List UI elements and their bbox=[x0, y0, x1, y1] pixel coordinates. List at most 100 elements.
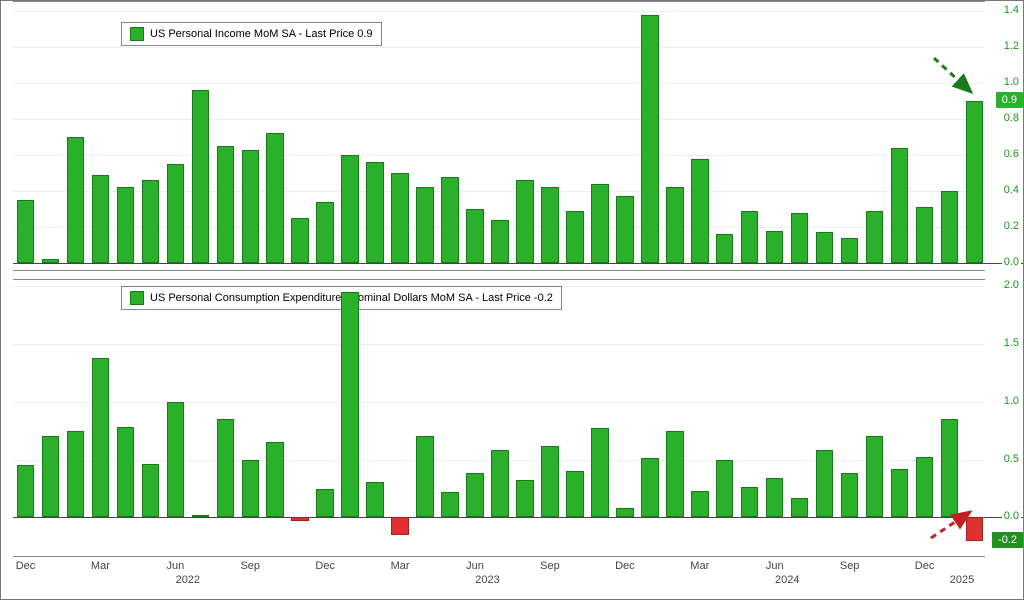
bar bbox=[891, 469, 908, 518]
x-axis: DecMarJunSepDecMarJunSepDecMarJunSepDec2… bbox=[13, 560, 985, 600]
bar bbox=[366, 482, 383, 518]
bar bbox=[92, 175, 109, 263]
bar bbox=[841, 238, 858, 263]
income-legend: US Personal Income MoM SA - Last Price 0… bbox=[121, 22, 382, 46]
x-tick-month: Dec bbox=[16, 560, 36, 572]
bar bbox=[791, 498, 808, 518]
bar bbox=[866, 211, 883, 263]
bar bbox=[891, 148, 908, 263]
bar bbox=[266, 133, 283, 263]
bar bbox=[916, 457, 933, 517]
income-panel: US Personal Income MoM SA - Last Price 0… bbox=[1, 1, 1023, 271]
bar bbox=[242, 150, 259, 263]
bar bbox=[266, 442, 283, 517]
legend-swatch-icon bbox=[130, 27, 144, 41]
bar bbox=[491, 220, 508, 263]
gridline bbox=[13, 119, 985, 120]
x-tick-month: Mar bbox=[690, 560, 709, 572]
bar bbox=[666, 431, 683, 518]
bar bbox=[591, 184, 608, 263]
bar bbox=[941, 419, 958, 517]
bar bbox=[316, 489, 333, 518]
bar bbox=[516, 480, 533, 517]
x-tick-month: Sep bbox=[240, 560, 260, 572]
bar bbox=[391, 517, 408, 534]
y-tick-label: 0.0 bbox=[1002, 510, 1021, 522]
chart-container: US Personal Income MoM SA - Last Price 0… bbox=[0, 0, 1024, 600]
y-tick-label: 0.0 bbox=[1002, 256, 1021, 268]
x-tick-month: Dec bbox=[915, 560, 935, 572]
bar bbox=[566, 471, 583, 517]
bar bbox=[841, 473, 858, 517]
bar bbox=[691, 159, 708, 263]
bar bbox=[541, 446, 558, 518]
bar bbox=[666, 187, 683, 263]
y-tick-label: 1.0 bbox=[1002, 76, 1021, 88]
bar bbox=[142, 180, 159, 263]
bar bbox=[766, 478, 783, 517]
bar bbox=[691, 491, 708, 518]
bar bbox=[42, 436, 59, 517]
bar bbox=[441, 177, 458, 263]
last-value-marker: -0.2 bbox=[992, 532, 1023, 548]
bar bbox=[466, 473, 483, 517]
legend-swatch-icon bbox=[130, 291, 144, 305]
gridline bbox=[13, 286, 985, 287]
x-tick-month: Dec bbox=[615, 560, 635, 572]
bar bbox=[516, 180, 533, 263]
bar bbox=[741, 487, 758, 517]
bar bbox=[966, 517, 983, 540]
bar bbox=[242, 460, 259, 518]
y-tick-label: 1.0 bbox=[1002, 395, 1021, 407]
y-tick-label: 0.5 bbox=[1002, 453, 1021, 465]
bar bbox=[616, 508, 633, 517]
bar bbox=[291, 517, 308, 520]
bar bbox=[466, 209, 483, 263]
y-tick-label: 0.2 bbox=[1002, 220, 1021, 232]
bar bbox=[142, 464, 159, 517]
y-tick-label: 0.4 bbox=[1002, 184, 1021, 196]
bar bbox=[741, 211, 758, 263]
gridline bbox=[13, 83, 985, 84]
pce-plot-area: US Personal Consumption Expenditures Nom… bbox=[13, 279, 985, 557]
bar bbox=[791, 213, 808, 263]
bar bbox=[616, 196, 633, 263]
y-tick-label: 1.4 bbox=[1002, 4, 1021, 16]
x-tick-year: 2022 bbox=[176, 574, 200, 586]
y-tick-label: 2.0 bbox=[1002, 279, 1021, 291]
y-tick-label: 0.6 bbox=[1002, 148, 1021, 160]
bar bbox=[341, 292, 358, 518]
bar bbox=[566, 211, 583, 263]
x-tick-year: 2023 bbox=[475, 574, 499, 586]
gridline bbox=[13, 11, 985, 12]
y-tick-label: 0.8 bbox=[1002, 112, 1021, 124]
bar bbox=[92, 358, 109, 518]
y-tick-label: 1.2 bbox=[1002, 40, 1021, 52]
bar bbox=[816, 232, 833, 263]
x-tick-year: 2025 bbox=[950, 574, 974, 586]
x-tick-month: Mar bbox=[91, 560, 110, 572]
x-tick-month: Jun bbox=[766, 560, 784, 572]
pce-panel: US Personal Consumption Expenditures Nom… bbox=[1, 279, 1023, 557]
bar bbox=[341, 155, 358, 263]
x-tick-month: Mar bbox=[391, 560, 410, 572]
zero-line bbox=[13, 517, 1023, 518]
bar bbox=[67, 137, 84, 263]
bar bbox=[167, 402, 184, 518]
bar bbox=[591, 428, 608, 517]
bar bbox=[816, 450, 833, 517]
income-legend-text: US Personal Income MoM SA - Last Price 0… bbox=[150, 28, 373, 40]
bar bbox=[941, 191, 958, 263]
bar bbox=[17, 200, 34, 263]
bar bbox=[366, 162, 383, 263]
x-tick-month: Jun bbox=[166, 560, 184, 572]
x-tick-year: 2024 bbox=[775, 574, 799, 586]
gridline bbox=[13, 402, 985, 403]
x-tick-month: Jun bbox=[466, 560, 484, 572]
gridline bbox=[13, 155, 985, 156]
bar bbox=[167, 164, 184, 263]
bar bbox=[491, 450, 508, 517]
gridline bbox=[13, 47, 985, 48]
bar bbox=[117, 187, 134, 263]
income-plot-area: US Personal Income MoM SA - Last Price 0… bbox=[13, 1, 985, 271]
